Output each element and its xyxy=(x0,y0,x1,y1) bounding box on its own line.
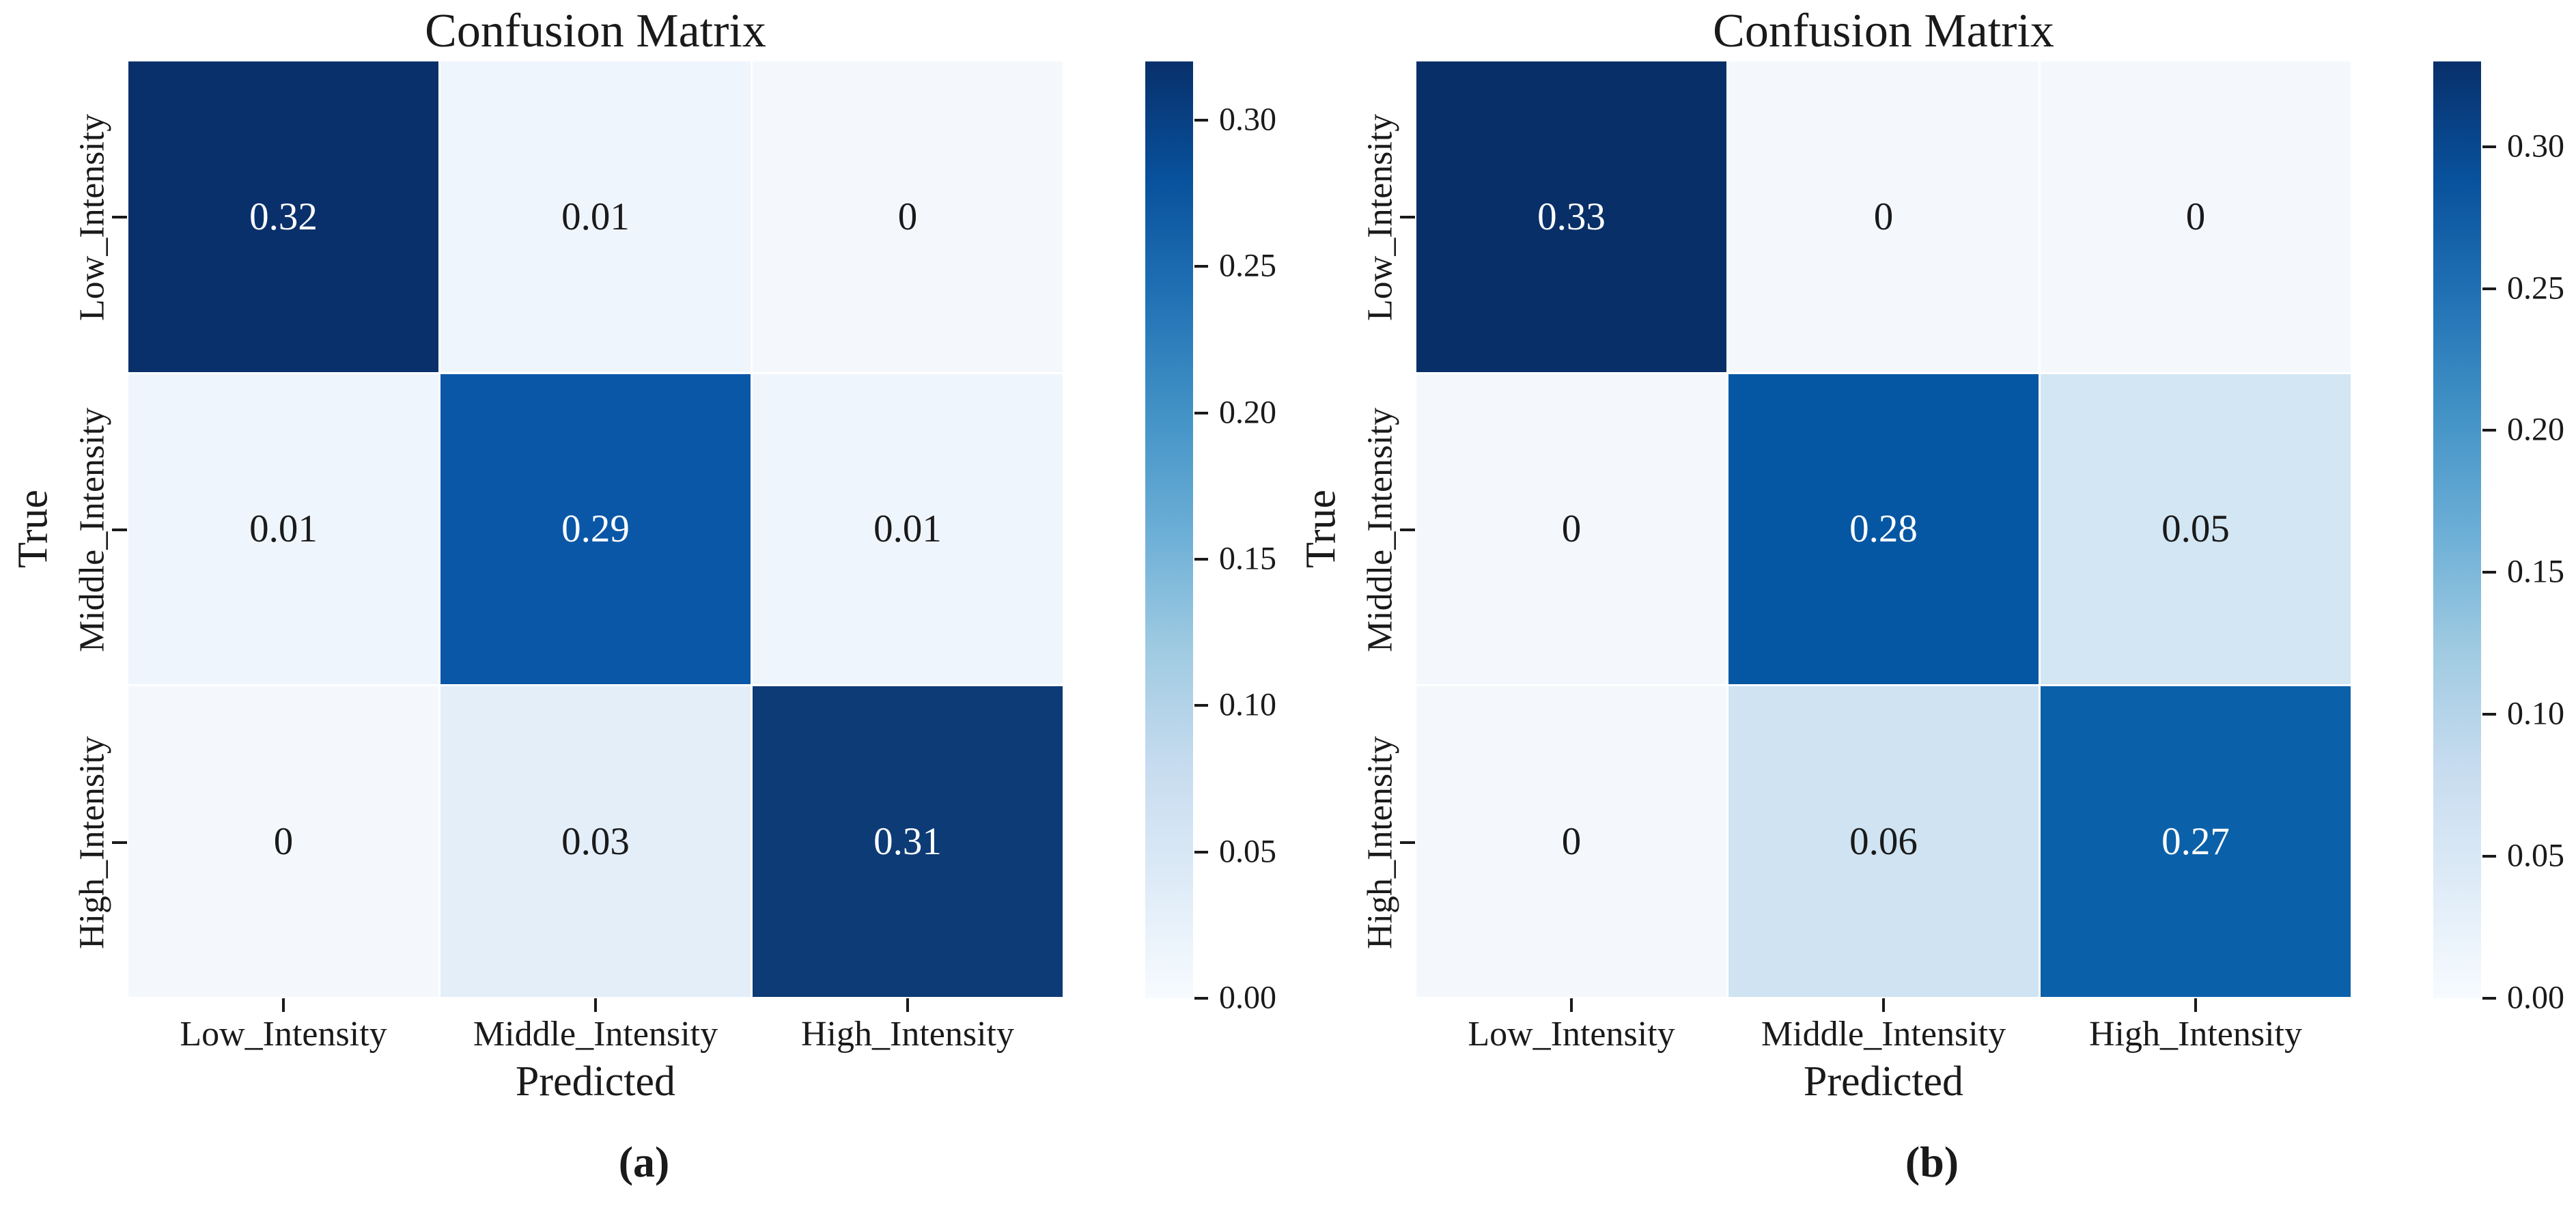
x-tick-mark xyxy=(2194,998,2197,1012)
x-tick-mark xyxy=(906,998,909,1012)
colorbar-tick-dash xyxy=(1194,850,1208,854)
panel-caption: (b) xyxy=(1905,1138,1959,1186)
x-axis-label: Predicted xyxy=(515,1058,676,1105)
colorbar-tick-dash xyxy=(1194,265,1208,268)
heatmap-cell: 0.27 xyxy=(2041,686,2351,997)
heatmap-cell: 0.03 xyxy=(440,686,751,997)
heatmap-cell: 0.29 xyxy=(440,374,751,685)
panel-b: Confusion Matrix True Low_Intensity Midd… xyxy=(1288,0,2576,1212)
x-axis-label: Predicted xyxy=(1803,1058,1964,1105)
x-tick-mark xyxy=(1570,998,1573,1012)
heatmap-cell: 0 xyxy=(2041,61,2351,372)
panel-caption: (a) xyxy=(618,1138,670,1186)
y-tick-label-high: High_Intensity xyxy=(1360,736,1400,949)
colorbar-tick-label: 0.25 xyxy=(2507,269,2564,306)
colorbar-tick-label: 0.15 xyxy=(2507,553,2564,590)
colorbar-tick-dash xyxy=(1194,118,1208,122)
x-tick-mark xyxy=(1882,998,1885,1012)
colorbar-tick-dash xyxy=(2482,855,2496,858)
x-tick-label-middle: Middle_Intensity xyxy=(473,1015,718,1054)
heatmap-cell: 0.01 xyxy=(128,374,438,685)
colorbar-tick-label: 0.10 xyxy=(2507,695,2564,732)
chart-title: Confusion Matrix xyxy=(1713,5,2054,57)
colorbar-tick-label: 0.25 xyxy=(1219,247,1276,284)
y-tick-label-low: Low_Intensity xyxy=(72,113,112,321)
colorbar-tick-label: 0.05 xyxy=(1219,833,1276,870)
y-tick-label-middle: Middle_Intensity xyxy=(1360,407,1400,653)
heatmap-cell: 0 xyxy=(128,686,438,997)
y-tick-mark xyxy=(1400,841,1415,844)
colorbar-tick-dash xyxy=(1194,557,1208,561)
colorbar-ticks: 0.30 0.25 0.20 0.15 0.10 0.05 0.00 xyxy=(1193,61,1282,1015)
colorbar: 0.30 0.25 0.20 0.15 0.10 0.05 0.00 xyxy=(2433,61,2570,1015)
x-tick-mark xyxy=(282,998,285,1012)
colorbar-tick-dash xyxy=(2482,145,2496,148)
colorbar-tick-label: 0.05 xyxy=(2507,837,2564,874)
x-tick-label-low: Low_Intensity xyxy=(180,1015,387,1054)
colorbar: 0.30 0.25 0.20 0.15 0.10 0.05 0.00 xyxy=(1145,61,1282,1015)
heatmap-cell: 0.05 xyxy=(2041,374,2351,685)
y-axis-label: True xyxy=(1298,490,1345,569)
y-tick-mark xyxy=(112,216,127,219)
x-tick-label-middle: Middle_Intensity xyxy=(1761,1015,2006,1054)
y-axis-label: True xyxy=(10,490,57,569)
heatmap-cell: 0.33 xyxy=(1416,61,1726,372)
heatmap-cell: 0 xyxy=(753,61,1063,372)
panel-a: Confusion Matrix True Low_Intensity Midd… xyxy=(10,5,1282,1186)
colorbar-tick-dash xyxy=(2482,997,2496,1000)
heatmap-cell: 0 xyxy=(1728,61,2039,372)
x-tick-mark xyxy=(594,998,597,1012)
heatmap-cell: 0.01 xyxy=(753,374,1063,685)
colorbar-tick-dash xyxy=(1194,704,1208,707)
x-tick-label-high: High_Intensity xyxy=(801,1015,1014,1054)
heatmap-cell: 0.32 xyxy=(128,61,438,372)
y-tick-mark xyxy=(1400,529,1415,531)
heatmap-cell: 0.01 xyxy=(440,61,751,372)
y-tick-mark xyxy=(112,529,127,531)
colorbar-gradient xyxy=(1145,61,1193,998)
heatmap-cell: 0.28 xyxy=(1728,374,2039,685)
colorbar-tick-dash xyxy=(2482,287,2496,290)
colorbar-ticks: 0.30 0.25 0.20 0.15 0.10 0.05 0.00 xyxy=(2481,61,2570,1015)
y-tick-label-high: High_Intensity xyxy=(72,736,112,949)
colorbar-tick-label: 0.15 xyxy=(1219,540,1276,577)
heatmap-grid: 0.33 0 0 0 0.28 0.05 0 0.06 0.27 xyxy=(1416,61,2351,997)
y-tick-mark xyxy=(1400,216,1415,219)
colorbar-tick-label: 0.20 xyxy=(2507,411,2564,448)
y-tick-label-middle: Middle_Intensity xyxy=(72,407,112,653)
colorbar-tick-dash xyxy=(1194,411,1208,414)
heatmap-cell: 0 xyxy=(1416,686,1726,997)
colorbar-tick-label: 0.30 xyxy=(2507,128,2564,165)
colorbar-tick-dash xyxy=(2482,571,2496,574)
y-tick-mark xyxy=(112,841,127,844)
colorbar-gradient xyxy=(2433,61,2481,998)
y-tick-label-low: Low_Intensity xyxy=(1360,113,1400,321)
heatmap-grid: 0.32 0.01 0 0.01 0.29 0.01 0 0.03 0.31 xyxy=(128,61,1063,997)
heatmap-cell: 0.06 xyxy=(1728,686,2039,997)
colorbar-tick-dash xyxy=(1194,997,1208,1000)
colorbar-tick-label: 0.00 xyxy=(2507,979,2564,1016)
colorbar-tick-label: 0.00 xyxy=(1219,979,1276,1016)
colorbar-tick-label: 0.10 xyxy=(1219,686,1276,723)
colorbar-tick-label: 0.20 xyxy=(1219,393,1276,430)
x-tick-label-low: Low_Intensity xyxy=(1468,1015,1675,1054)
heatmap-cell: 0 xyxy=(1416,374,1726,685)
heatmap-cell: 0.31 xyxy=(753,686,1063,997)
colorbar-tick-dash xyxy=(2482,713,2496,716)
chart-title: Confusion Matrix xyxy=(425,5,766,57)
colorbar-tick-label: 0.30 xyxy=(1219,101,1276,138)
x-tick-label-high: High_Intensity xyxy=(2089,1015,2302,1054)
colorbar-tick-dash xyxy=(2482,429,2496,432)
